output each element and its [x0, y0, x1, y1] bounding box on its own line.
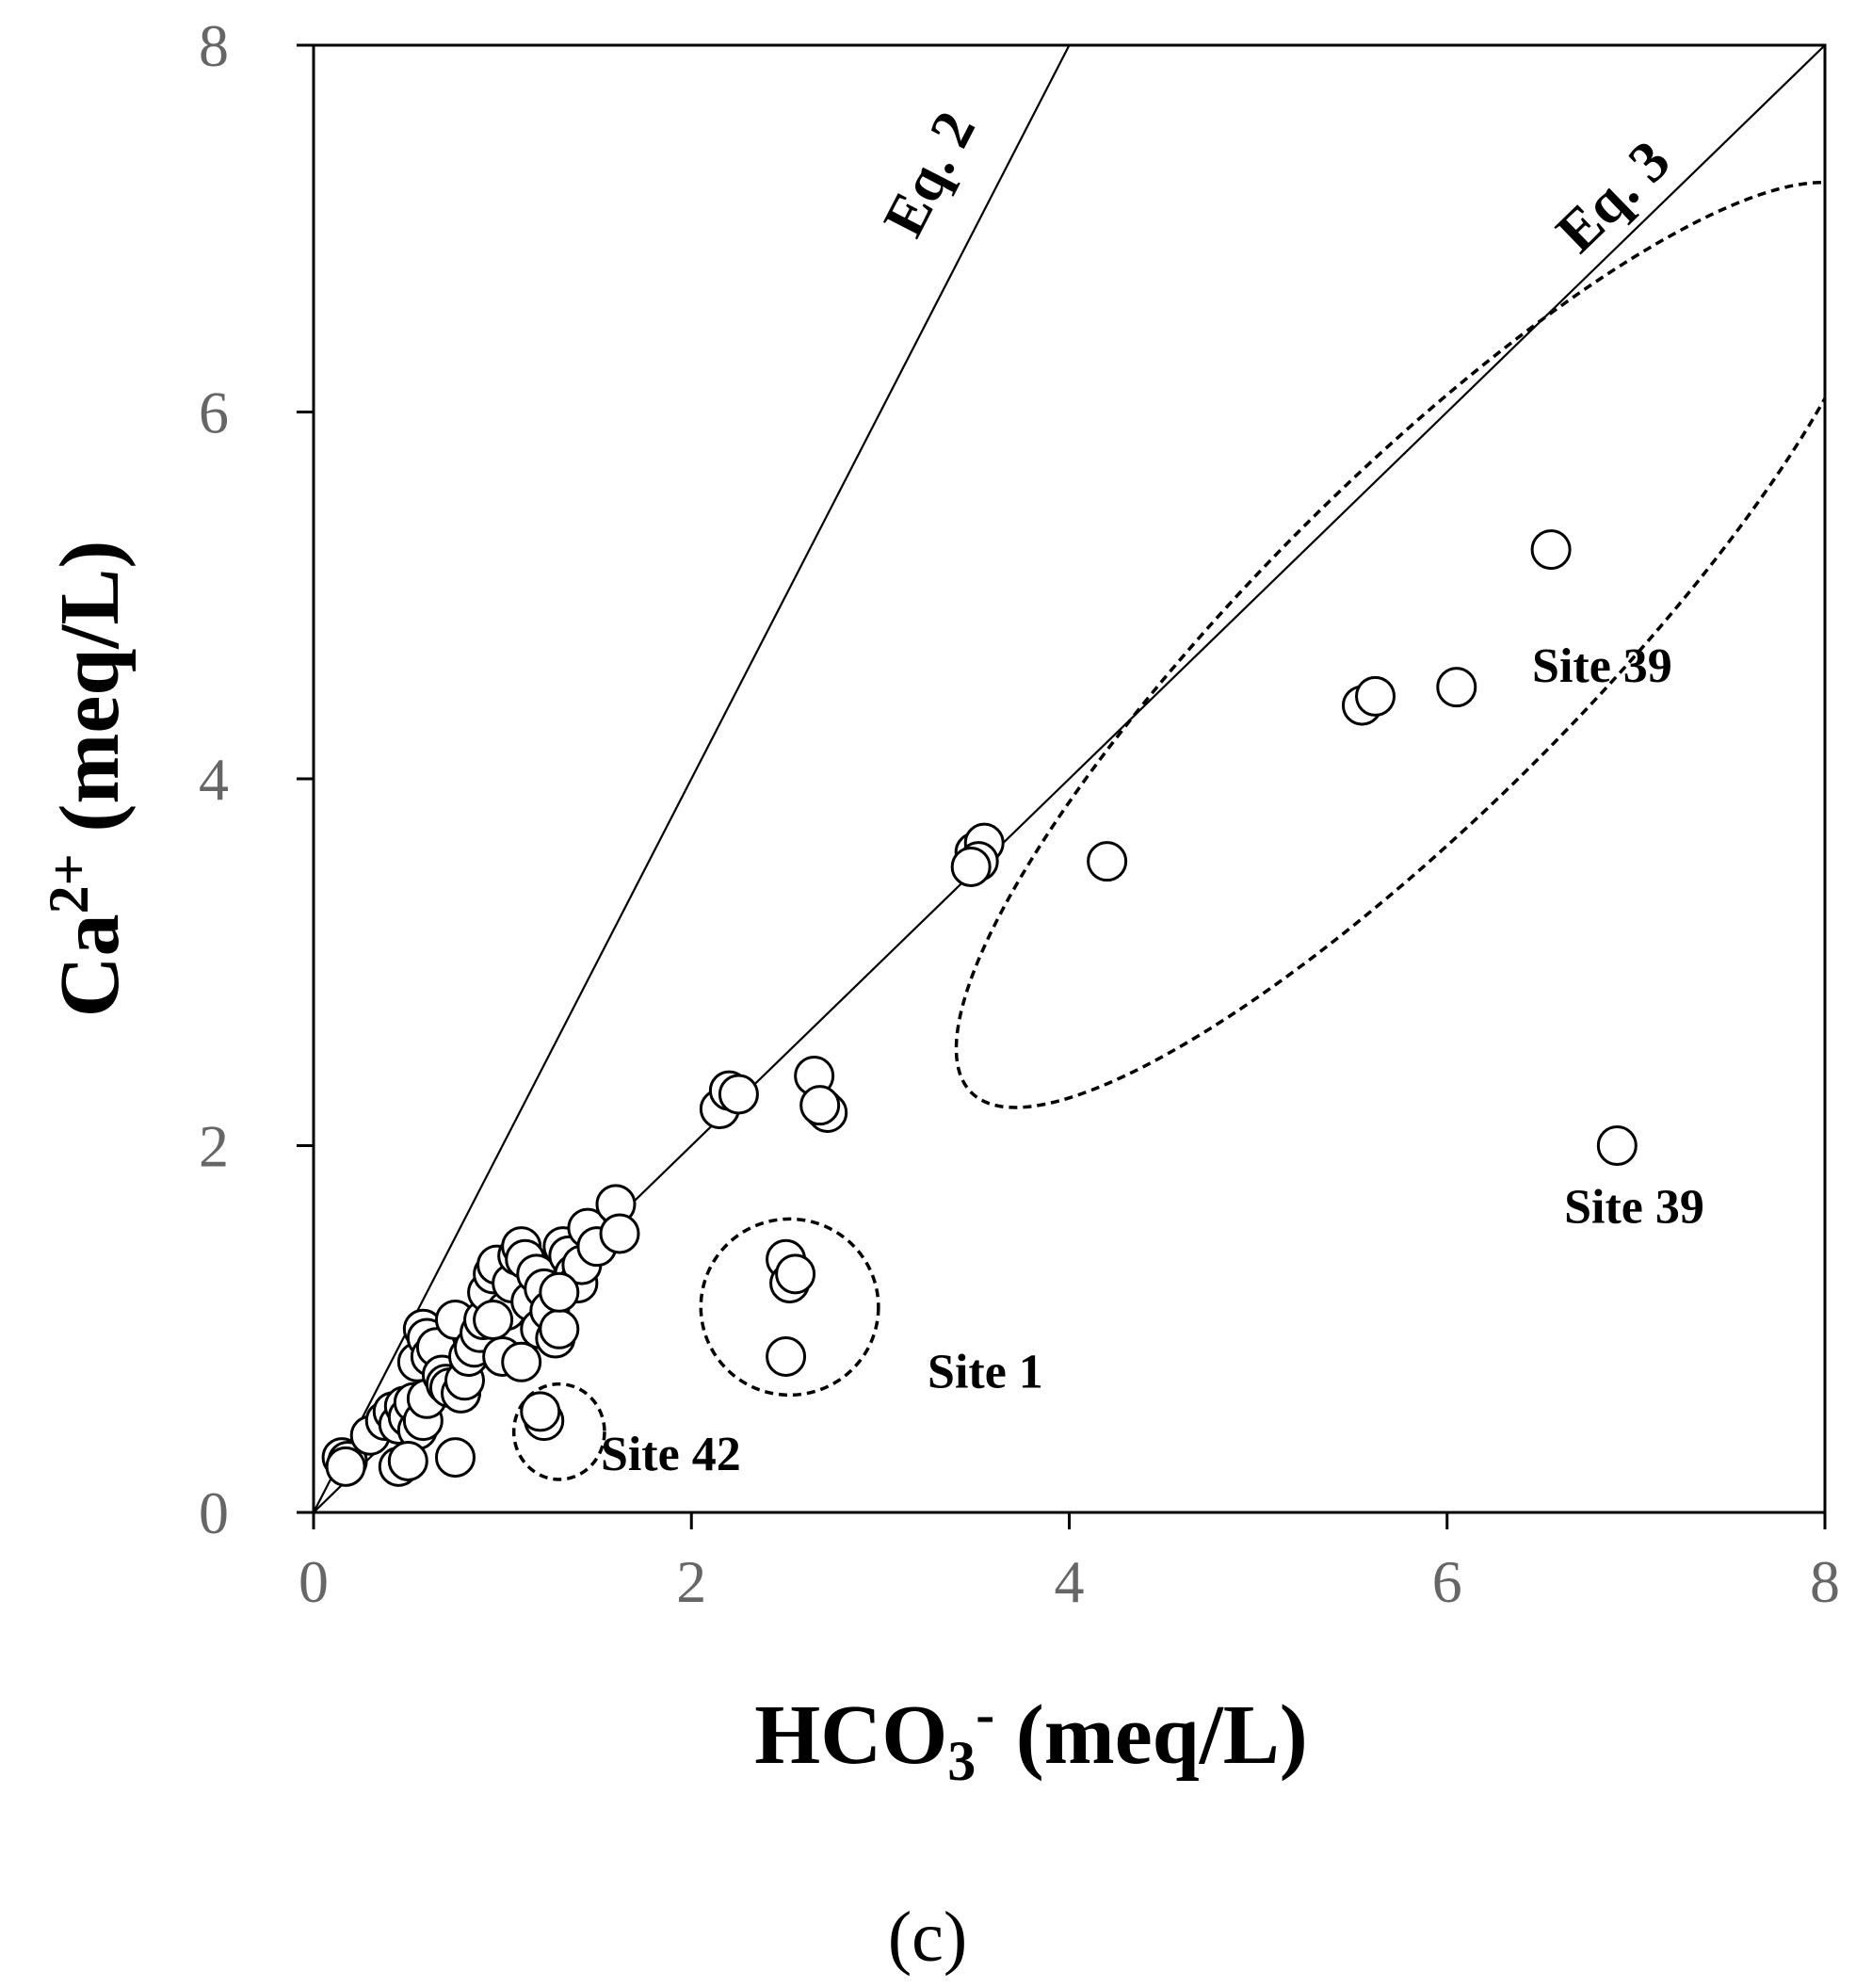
- data-point: [520, 1391, 561, 1432]
- y-tick-label: 2: [199, 1113, 229, 1180]
- annotation-site-42: Site 42: [601, 1428, 741, 1481]
- y-axis-title-unit: (meq/L): [43, 541, 137, 853]
- y-tick-label: 4: [199, 746, 229, 813]
- reference-line-eq-2: [314, 45, 1071, 1512]
- data-point: [1355, 675, 1396, 717]
- y-tick-label: 6: [199, 380, 229, 446]
- y-axis-title-main: Ca: [43, 913, 137, 1017]
- data-point: [950, 846, 992, 887]
- data-point: [775, 1253, 816, 1295]
- data-point: [539, 1308, 580, 1350]
- x-axis-title-unit: (meq/L): [994, 1689, 1307, 1782]
- data-point: [766, 1335, 807, 1377]
- line-label-2: Eq. 2: [872, 102, 989, 247]
- x-tick-label: 8: [1810, 1548, 1840, 1615]
- x-axis-title-sub: 3: [947, 1730, 976, 1792]
- x-axis-title-sup: -: [976, 1683, 994, 1745]
- site-39-ellipse: [954, 180, 1825, 1109]
- x-tick-label: 4: [1055, 1548, 1085, 1615]
- site-42-ellipse: [511, 1382, 606, 1481]
- x-axis-title-main: HCO: [754, 1689, 947, 1782]
- annotation-site-39: Site 39: [1564, 1180, 1704, 1234]
- annotation-site-1: Site 1: [928, 1346, 1043, 1399]
- data-point: [1087, 841, 1128, 882]
- y-tick-label: 8: [199, 12, 229, 79]
- data-point: [1436, 667, 1477, 708]
- data-point: [387, 1440, 428, 1481]
- data-point: [434, 1437, 476, 1479]
- data-point: [325, 1446, 366, 1487]
- y-axis-title-sup: 2+: [38, 853, 100, 913]
- annotation-site-39: Site 39: [1532, 639, 1672, 693]
- y-tick-label: 0: [199, 1479, 229, 1546]
- data-point: [473, 1300, 514, 1341]
- panel-label: (c): [888, 1898, 967, 1977]
- data-point: [599, 1213, 640, 1254]
- data-point: [718, 1074, 759, 1115]
- data-point: [1530, 529, 1572, 571]
- data-point: [799, 1085, 841, 1126]
- data-point: [1596, 1125, 1638, 1166]
- x-tick-label: 6: [1432, 1548, 1462, 1615]
- x-tick-label: 2: [676, 1548, 706, 1615]
- x-tick-label: 0: [299, 1548, 329, 1615]
- y-axis-title: Ca2+ (meq/L): [38, 541, 137, 1018]
- line-label-3: Eq. 3: [1544, 129, 1682, 266]
- data-point: [501, 1341, 542, 1382]
- x-axis-title: HCO3- (meq/L): [754, 1683, 1307, 1792]
- data-point: [539, 1271, 580, 1313]
- site-1-ellipse: [699, 1217, 880, 1398]
